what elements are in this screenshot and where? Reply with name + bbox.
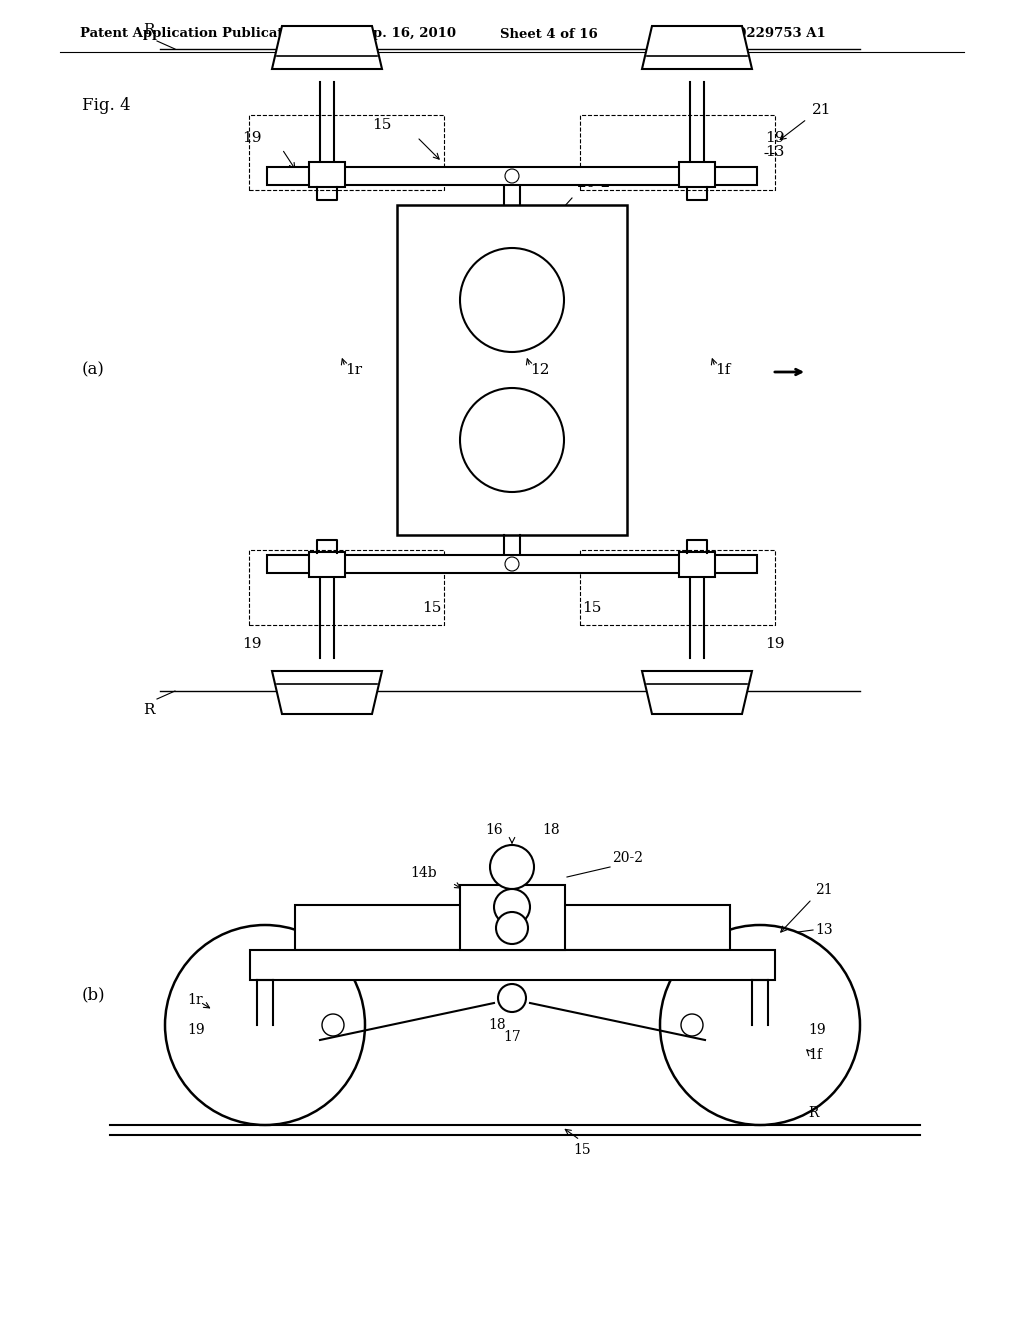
Text: Sheet 4 of 16: Sheet 4 of 16 (500, 28, 598, 41)
Text: R: R (808, 1106, 818, 1119)
Circle shape (322, 1014, 344, 1036)
Circle shape (505, 169, 519, 183)
Circle shape (165, 925, 365, 1125)
Text: 13: 13 (815, 923, 833, 937)
Text: 19: 19 (808, 1023, 825, 1038)
Bar (267, 168, 757, 185)
Text: 12: 12 (530, 363, 550, 378)
Circle shape (460, 388, 564, 492)
Circle shape (690, 557, 705, 572)
Circle shape (681, 1014, 703, 1036)
Polygon shape (272, 671, 382, 714)
Text: 18: 18 (488, 1018, 506, 1032)
Circle shape (660, 925, 860, 1125)
Text: 13: 13 (765, 145, 784, 160)
Text: 19: 19 (187, 1023, 205, 1038)
Polygon shape (272, 26, 382, 69)
Text: Patent Application Publication: Patent Application Publication (80, 28, 307, 41)
Circle shape (460, 248, 564, 352)
Bar (679, 162, 715, 187)
Text: 19: 19 (243, 638, 262, 651)
Text: R: R (143, 704, 155, 717)
Text: 1f: 1f (715, 363, 730, 378)
Text: 15: 15 (422, 601, 441, 615)
Text: Sep. 16, 2010: Sep. 16, 2010 (355, 28, 456, 41)
Text: 15: 15 (345, 917, 362, 932)
Circle shape (498, 983, 526, 1012)
Text: US 2010/0229753 A1: US 2010/0229753 A1 (670, 28, 825, 41)
Circle shape (494, 888, 530, 925)
Bar (250, 950, 775, 979)
Circle shape (690, 169, 705, 183)
Bar (309, 552, 345, 577)
Text: 1r: 1r (345, 363, 362, 378)
Text: 21: 21 (815, 883, 833, 898)
Bar (580, 550, 775, 624)
Text: 1r: 1r (187, 993, 203, 1007)
Bar (249, 115, 444, 190)
Text: Fig. 4: Fig. 4 (82, 96, 131, 114)
Text: 19: 19 (765, 131, 784, 145)
Text: 16: 16 (485, 822, 503, 837)
Bar (397, 205, 627, 535)
Circle shape (319, 557, 334, 572)
Bar (580, 115, 775, 190)
Bar (267, 554, 757, 573)
Text: 21: 21 (812, 103, 831, 117)
Text: 15: 15 (583, 601, 602, 615)
Bar (679, 552, 715, 577)
Polygon shape (642, 26, 752, 69)
Circle shape (505, 557, 519, 572)
Bar (249, 550, 444, 624)
Circle shape (319, 169, 334, 183)
Text: 20-2: 20-2 (577, 176, 611, 190)
Bar (309, 162, 345, 187)
Text: 19: 19 (765, 638, 784, 651)
Text: 19: 19 (243, 131, 262, 145)
Text: (a): (a) (82, 362, 104, 379)
Circle shape (490, 845, 534, 888)
Text: 14b: 14b (411, 866, 437, 880)
Text: 15: 15 (373, 117, 392, 132)
Text: (b): (b) (82, 986, 105, 1003)
Text: 15: 15 (573, 1143, 591, 1158)
Bar (460, 884, 564, 950)
Text: 17: 17 (503, 1030, 521, 1044)
Text: 18: 18 (542, 822, 560, 837)
Circle shape (496, 912, 528, 944)
Text: 12: 12 (572, 906, 590, 920)
Polygon shape (642, 671, 752, 714)
Text: 1f: 1f (808, 1048, 822, 1063)
Bar (295, 906, 730, 950)
Text: 20-2: 20-2 (612, 851, 643, 865)
Text: R: R (143, 22, 155, 37)
